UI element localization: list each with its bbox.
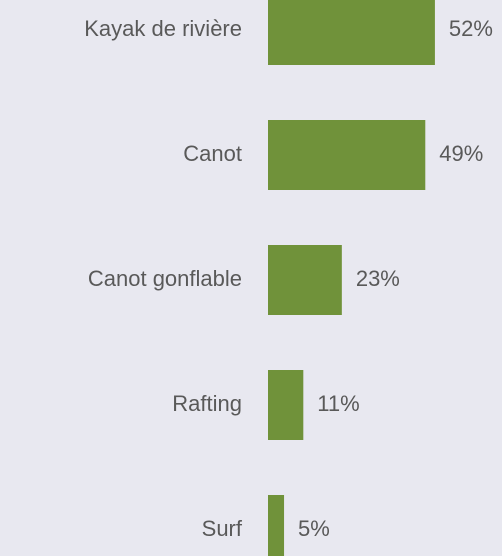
- bar: [268, 245, 342, 315]
- category-label: Surf: [202, 516, 243, 541]
- bar: [268, 370, 304, 440]
- category-label: Canot: [183, 141, 242, 166]
- category-label: Rafting: [172, 391, 242, 416]
- bar: [268, 495, 285, 556]
- bar: [268, 120, 426, 190]
- value-label: 23%: [356, 266, 400, 291]
- bar: [268, 0, 435, 65]
- value-label: 52%: [449, 16, 493, 41]
- category-label: Canot gonflable: [88, 266, 242, 291]
- value-label: 11%: [317, 391, 359, 416]
- category-label: Kayak de rivière: [84, 16, 242, 41]
- value-label: 49%: [439, 141, 483, 166]
- value-label: 5%: [298, 516, 330, 541]
